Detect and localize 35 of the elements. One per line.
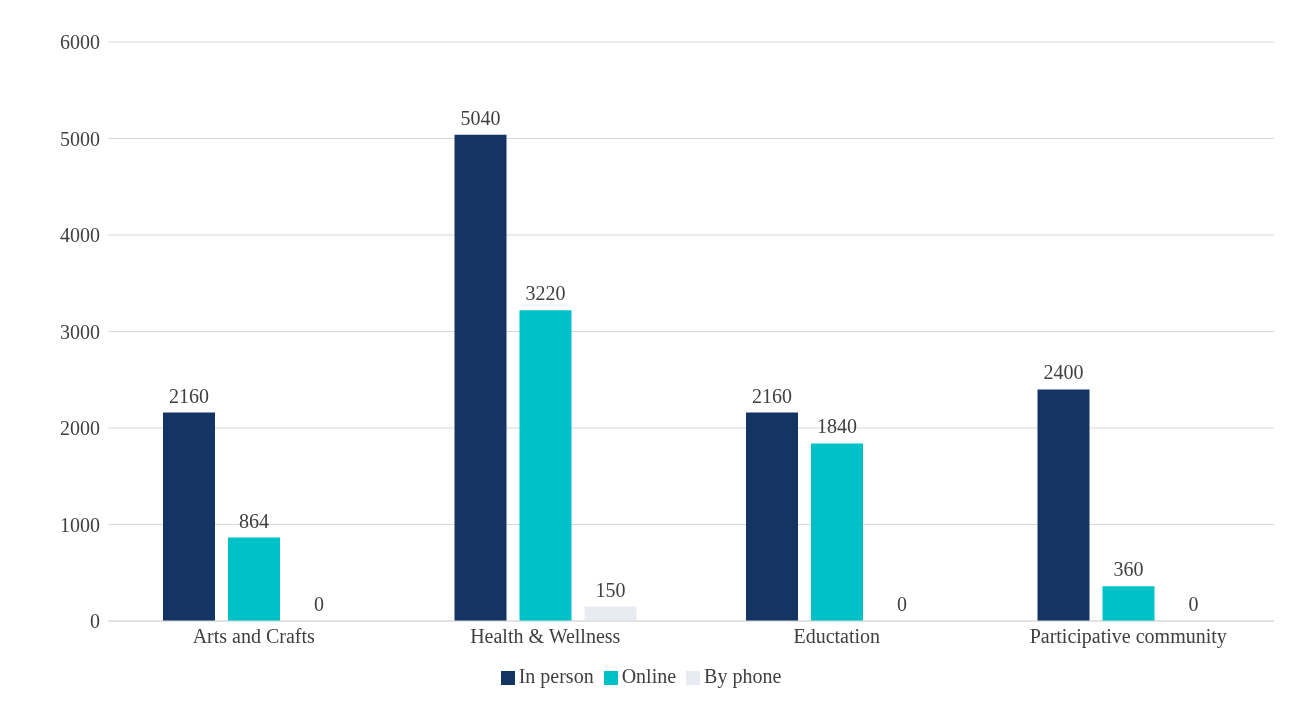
legend-label: Online — [621, 665, 677, 687]
y-tick-label: 0 — [90, 610, 100, 633]
bar — [584, 606, 637, 621]
legend-label: By phone — [704, 665, 782, 687]
bar — [1037, 389, 1090, 621]
bar — [228, 537, 280, 621]
data-label: 1840 — [817, 415, 857, 438]
data-label: 0 — [314, 592, 324, 615]
data-label: 2160 — [752, 384, 792, 407]
y-tick-label: 3000 — [60, 320, 100, 343]
bar — [163, 412, 215, 621]
bar — [519, 310, 572, 621]
y-tick-label: 2000 — [60, 417, 100, 440]
x-tick-label: Eductation — [793, 625, 881, 648]
x-tick-label: Arts and Crafts — [192, 625, 316, 648]
data-label: 864 — [239, 509, 269, 532]
bar — [1102, 586, 1155, 621]
y-tick-label: 6000 — [60, 31, 100, 54]
data-label: 360 — [1113, 558, 1144, 581]
data-label: 2160 — [169, 384, 209, 407]
y-tick-label: 5000 — [60, 127, 100, 150]
y-tick-label: 1000 — [60, 513, 100, 536]
bar — [811, 443, 863, 621]
bar — [454, 134, 507, 621]
data-label: 150 — [595, 578, 626, 601]
y-tick-label: 4000 — [60, 224, 100, 247]
data-label: 5040 — [460, 106, 501, 129]
bar — [746, 412, 798, 621]
data-label: 3220 — [525, 282, 566, 305]
x-tick-label: Health & Wellness — [470, 625, 621, 648]
x-tick-label: Participative community — [1029, 625, 1227, 649]
data-label: 2400 — [1043, 361, 1084, 384]
data-label: 0 — [1188, 592, 1199, 615]
data-label: 0 — [897, 592, 907, 615]
legend-label: In person — [518, 665, 594, 687]
